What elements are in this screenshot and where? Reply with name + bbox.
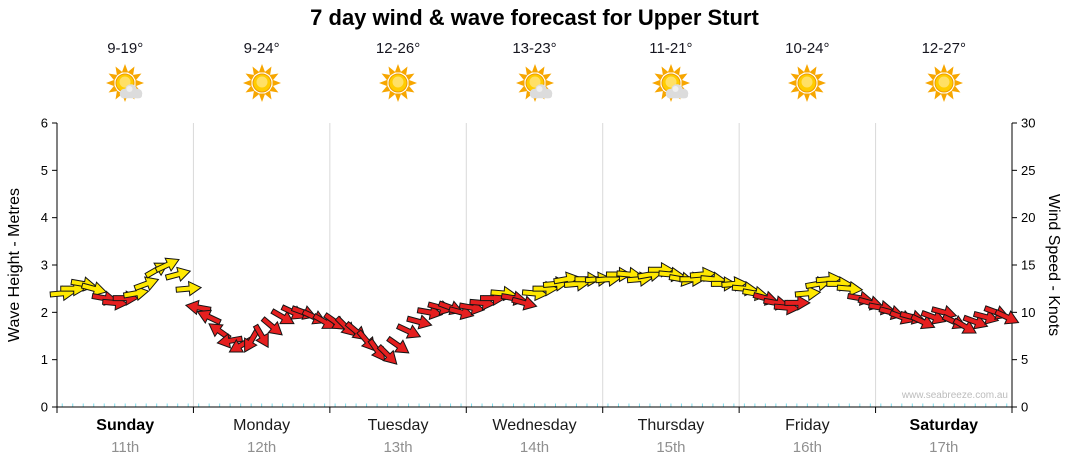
left-tick-label: 2 <box>41 305 48 320</box>
left-tick-label: 6 <box>41 116 48 131</box>
day-name: Wednesday <box>492 417 577 434</box>
left-tick-label: 5 <box>41 163 48 178</box>
wind-arrow <box>794 285 822 302</box>
wind-arrow <box>395 323 422 339</box>
wind-arrow <box>910 313 936 330</box>
wind-arrow <box>260 316 283 336</box>
right-tick-label: 30 <box>1021 116 1035 131</box>
wind-arrow <box>511 295 538 311</box>
day-date: 14th <box>519 439 550 456</box>
wind-arrow <box>972 309 1000 325</box>
wind-arrow <box>216 333 243 349</box>
sun-icon <box>924 64 963 102</box>
day-label: Monday 12th <box>192 417 332 456</box>
temperature-range: 12-26° <box>375 40 421 57</box>
wind-arrow <box>196 309 222 326</box>
wind-arrow <box>252 323 269 349</box>
day-date: 12th <box>247 439 277 456</box>
wind-arrow <box>784 294 811 311</box>
day-name: Sunday <box>96 417 155 434</box>
sun-icon <box>788 64 827 102</box>
day-date: 17th <box>929 439 959 456</box>
right-tick-label: 25 <box>1021 163 1035 178</box>
left-tick-label: 1 <box>41 352 48 367</box>
wind-arrow <box>175 280 203 297</box>
right-tick-label: 0 <box>1021 400 1028 415</box>
day-header: 12-27° <box>884 40 1004 111</box>
wind-arrow <box>416 304 444 321</box>
day-name: Saturday <box>909 417 979 434</box>
day-label: Thursday 15th <box>601 417 741 456</box>
right-tick-label: 20 <box>1021 210 1035 225</box>
left-tick-label: 0 <box>41 400 48 415</box>
day-label: Sunday 11th <box>55 417 195 456</box>
day-header: 12-26° <box>338 40 458 111</box>
day-name: Monday <box>233 417 291 434</box>
day-name: Tuesday <box>367 417 429 434</box>
wind-arrow <box>133 276 160 292</box>
day-name: Friday <box>785 417 830 434</box>
wind-arrow <box>376 343 398 365</box>
sun-cloud-icon <box>515 64 554 102</box>
day-header: 9-24° <box>202 40 322 111</box>
day-date: 16th <box>792 439 822 456</box>
wind-arrow <box>244 328 260 353</box>
wind-arrow <box>994 309 1020 325</box>
day-name: Thursday <box>637 417 705 434</box>
wind-arrow <box>270 308 295 325</box>
sun-icon <box>379 64 418 102</box>
day-label: Wednesday 14th <box>465 417 605 456</box>
day-header: 11-21° <box>611 40 731 111</box>
day-header: 10-24° <box>747 40 867 111</box>
temperature-range: 11-21° <box>649 40 693 57</box>
temperature-range: 13-23° <box>512 40 557 57</box>
wind-arrow <box>154 257 180 274</box>
day-label: Tuesday 13th <box>328 417 468 456</box>
right-tick-label: 10 <box>1021 305 1035 320</box>
left-tick-label: 4 <box>41 210 48 225</box>
wind-arrow <box>920 309 947 325</box>
wind-arrow <box>164 266 192 282</box>
day-date: 15th <box>656 439 686 456</box>
day-label: Friday 16th <box>737 417 877 456</box>
wind-arrow <box>80 281 108 297</box>
day-header: 9-19° <box>65 40 185 111</box>
wind-arrow <box>406 314 433 330</box>
temperature-range: 9-19° <box>107 40 144 57</box>
temperature-range: 9-24° <box>243 40 280 57</box>
left-tick-label: 3 <box>41 258 48 273</box>
wind-arrow <box>386 335 410 354</box>
temperature-range: 10-24° <box>785 40 830 57</box>
right-tick-label: 5 <box>1021 352 1028 367</box>
wind-arrow <box>448 304 475 321</box>
day-date: 11th <box>111 439 140 456</box>
right-tick-label: 15 <box>1021 258 1035 273</box>
wind-arrow <box>836 280 864 297</box>
watermark: www.seabreeze.com.au <box>901 390 1008 401</box>
sun-cloud-icon <box>106 64 145 102</box>
sun-cloud-icon <box>651 64 690 102</box>
day-label: Saturday 17th <box>874 417 1014 456</box>
sun-icon <box>242 64 281 102</box>
wind-arrow <box>952 317 977 334</box>
day-header: 13-23° <box>475 40 595 111</box>
wind-arrow <box>962 314 989 330</box>
day-date: 13th <box>383 439 413 456</box>
temperature-range: 12-27° <box>921 40 966 57</box>
chart-title: 7 day wind & wave forecast for Upper Stu… <box>310 5 759 30</box>
